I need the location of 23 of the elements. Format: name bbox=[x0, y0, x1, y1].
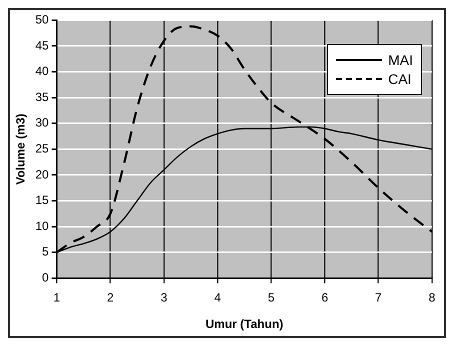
x-tick-label: 1 bbox=[53, 290, 60, 305]
x-axis-title: Umur (Tahun) bbox=[205, 317, 284, 332]
x-tick-label: 6 bbox=[321, 290, 328, 305]
x-tick-label: 4 bbox=[214, 290, 222, 305]
y-tick-label: 40 bbox=[35, 64, 50, 78]
y-tick-label: 35 bbox=[35, 90, 50, 104]
y-axis-title: Volume (m3) bbox=[14, 114, 28, 185]
x-tick-label: 2 bbox=[107, 290, 114, 305]
y-tick-label: 0 bbox=[42, 270, 50, 285]
x-tick-label: 8 bbox=[428, 290, 436, 305]
x-tick-label: 7 bbox=[375, 290, 382, 305]
y-tick-label: 30 bbox=[35, 116, 50, 130]
x-tick-label: 5 bbox=[268, 290, 275, 305]
y-tick-label: 15 bbox=[35, 193, 50, 208]
y-tick-label: 25 bbox=[35, 142, 50, 156]
x-tick-label: 3 bbox=[160, 290, 168, 305]
y-tick-label: 50 bbox=[35, 12, 50, 27]
y-tick-label: 45 bbox=[35, 38, 50, 52]
y-tick-label: 5 bbox=[42, 244, 50, 259]
legend-label: MAI bbox=[388, 52, 413, 68]
legend-label: CAI bbox=[388, 71, 412, 87]
y-tick-label: 20 bbox=[35, 167, 50, 182]
y-tick-label: 10 bbox=[35, 218, 50, 233]
